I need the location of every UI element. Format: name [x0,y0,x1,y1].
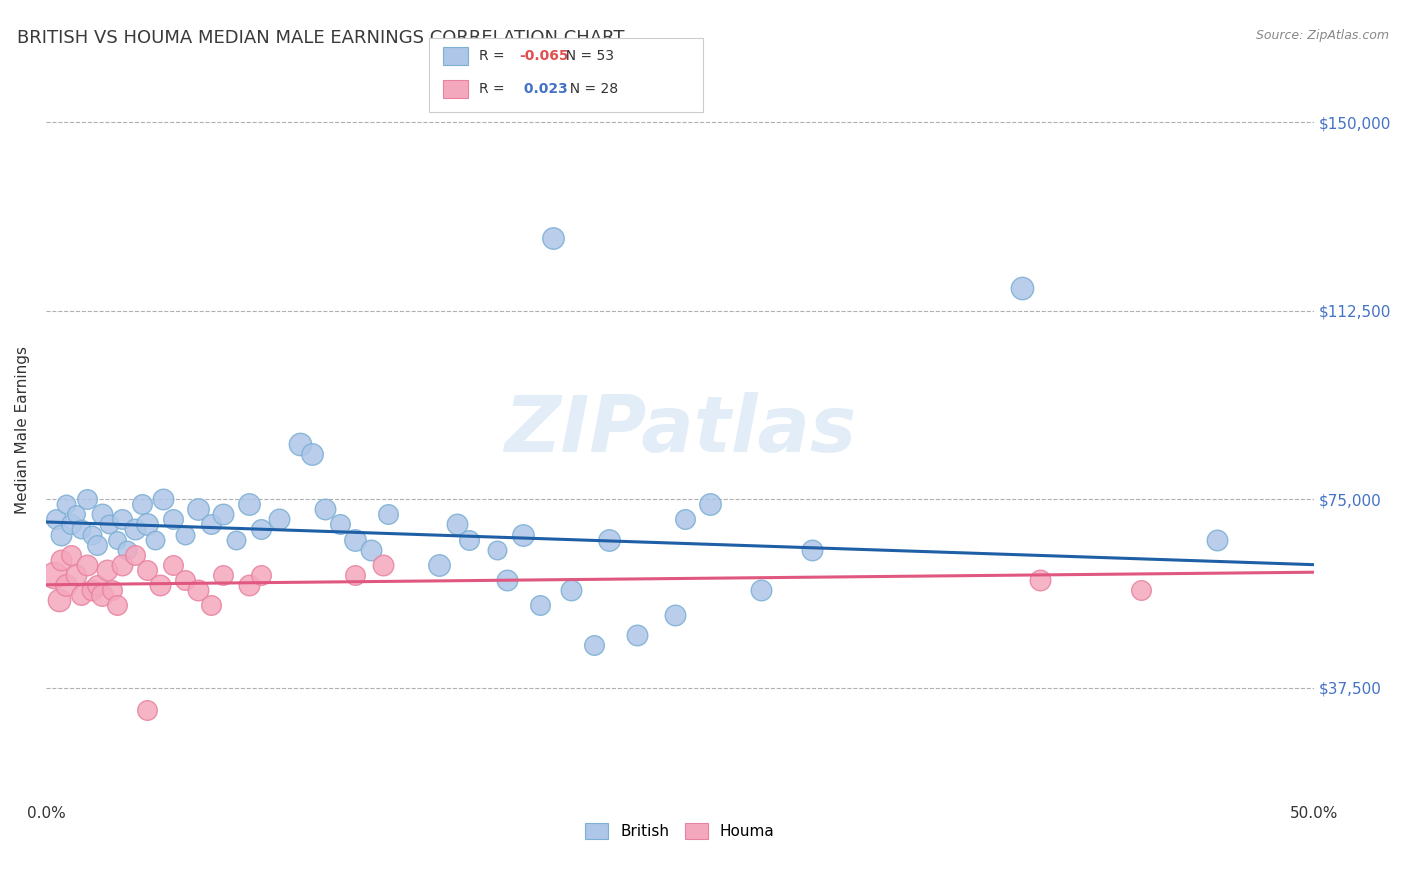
Point [200,517,222,532]
Point [238,497,260,511]
Point [105,533,128,547]
Point [48,592,70,607]
Point [136,703,159,717]
Point [162,558,184,572]
Point [98,517,121,532]
Text: R =: R = [479,49,509,63]
Point [360,542,382,557]
Point [115,542,138,557]
Point [136,517,159,532]
Point [541,231,564,245]
Point [225,533,247,547]
Point [529,598,551,612]
Point [65,508,87,522]
Point [446,517,468,532]
Point [131,497,153,511]
Point [60,548,83,562]
Point [373,558,395,572]
Point [136,563,159,577]
Text: BRITISH VS HOUMA MEDIAN MALE EARNINGS CORRELATION CHART: BRITISH VS HOUMA MEDIAN MALE EARNINGS CO… [17,29,624,46]
Point [76,492,98,507]
Point [344,567,367,582]
Point [111,512,134,526]
Point [174,573,197,587]
Point [664,607,686,622]
Point [70,523,93,537]
Point [152,492,174,507]
Point [288,437,311,451]
Point [65,567,87,582]
Point [1011,281,1033,295]
Text: ZIPatlas: ZIPatlas [503,392,856,468]
Text: Source: ZipAtlas.com: Source: ZipAtlas.com [1256,29,1389,42]
Text: 0.023: 0.023 [519,82,568,96]
Point [187,502,209,516]
Point [124,548,146,562]
Point [301,447,323,461]
Point [1029,573,1052,587]
Point [800,542,823,557]
Point [187,582,209,597]
Point [101,582,124,597]
Point [329,517,352,532]
Point [162,512,184,526]
Point [212,567,235,582]
Point [699,497,721,511]
Point [51,552,73,566]
Point [427,558,450,572]
Point [111,558,134,572]
Point [55,497,77,511]
Point [582,638,605,652]
Point [70,588,93,602]
Point [377,508,399,522]
Point [90,508,112,522]
Text: N = 28: N = 28 [561,82,619,96]
Point [458,533,481,547]
Point [143,533,166,547]
Point [673,512,696,526]
Text: -0.065: -0.065 [519,49,568,63]
Point [269,512,291,526]
Text: R =: R = [479,82,509,96]
Point [212,508,235,522]
Point [1130,582,1153,597]
Point [60,517,83,532]
Point [598,533,620,547]
Y-axis label: Median Male Earnings: Median Male Earnings [15,346,30,515]
Point [90,588,112,602]
Point [560,582,582,597]
Point [238,578,260,592]
Point [626,628,648,642]
Point [96,563,118,577]
Point [250,567,273,582]
Point [344,533,367,547]
Point [86,578,108,592]
Point [512,527,534,541]
Point [42,567,65,582]
Point [749,582,772,597]
Point [174,527,197,541]
Point [496,573,519,587]
Point [86,538,108,552]
Point [105,598,128,612]
Point [124,523,146,537]
Point [76,558,98,572]
Point [200,598,222,612]
Point [55,578,77,592]
Point [486,542,509,557]
Point [80,527,103,541]
Point [149,578,172,592]
Legend: British, Houma: British, Houma [579,817,780,845]
Point [51,527,73,541]
Point [80,582,103,597]
Text: N = 53: N = 53 [557,49,614,63]
Point [1206,533,1229,547]
Point [250,523,273,537]
Point [45,512,67,526]
Point [314,502,336,516]
